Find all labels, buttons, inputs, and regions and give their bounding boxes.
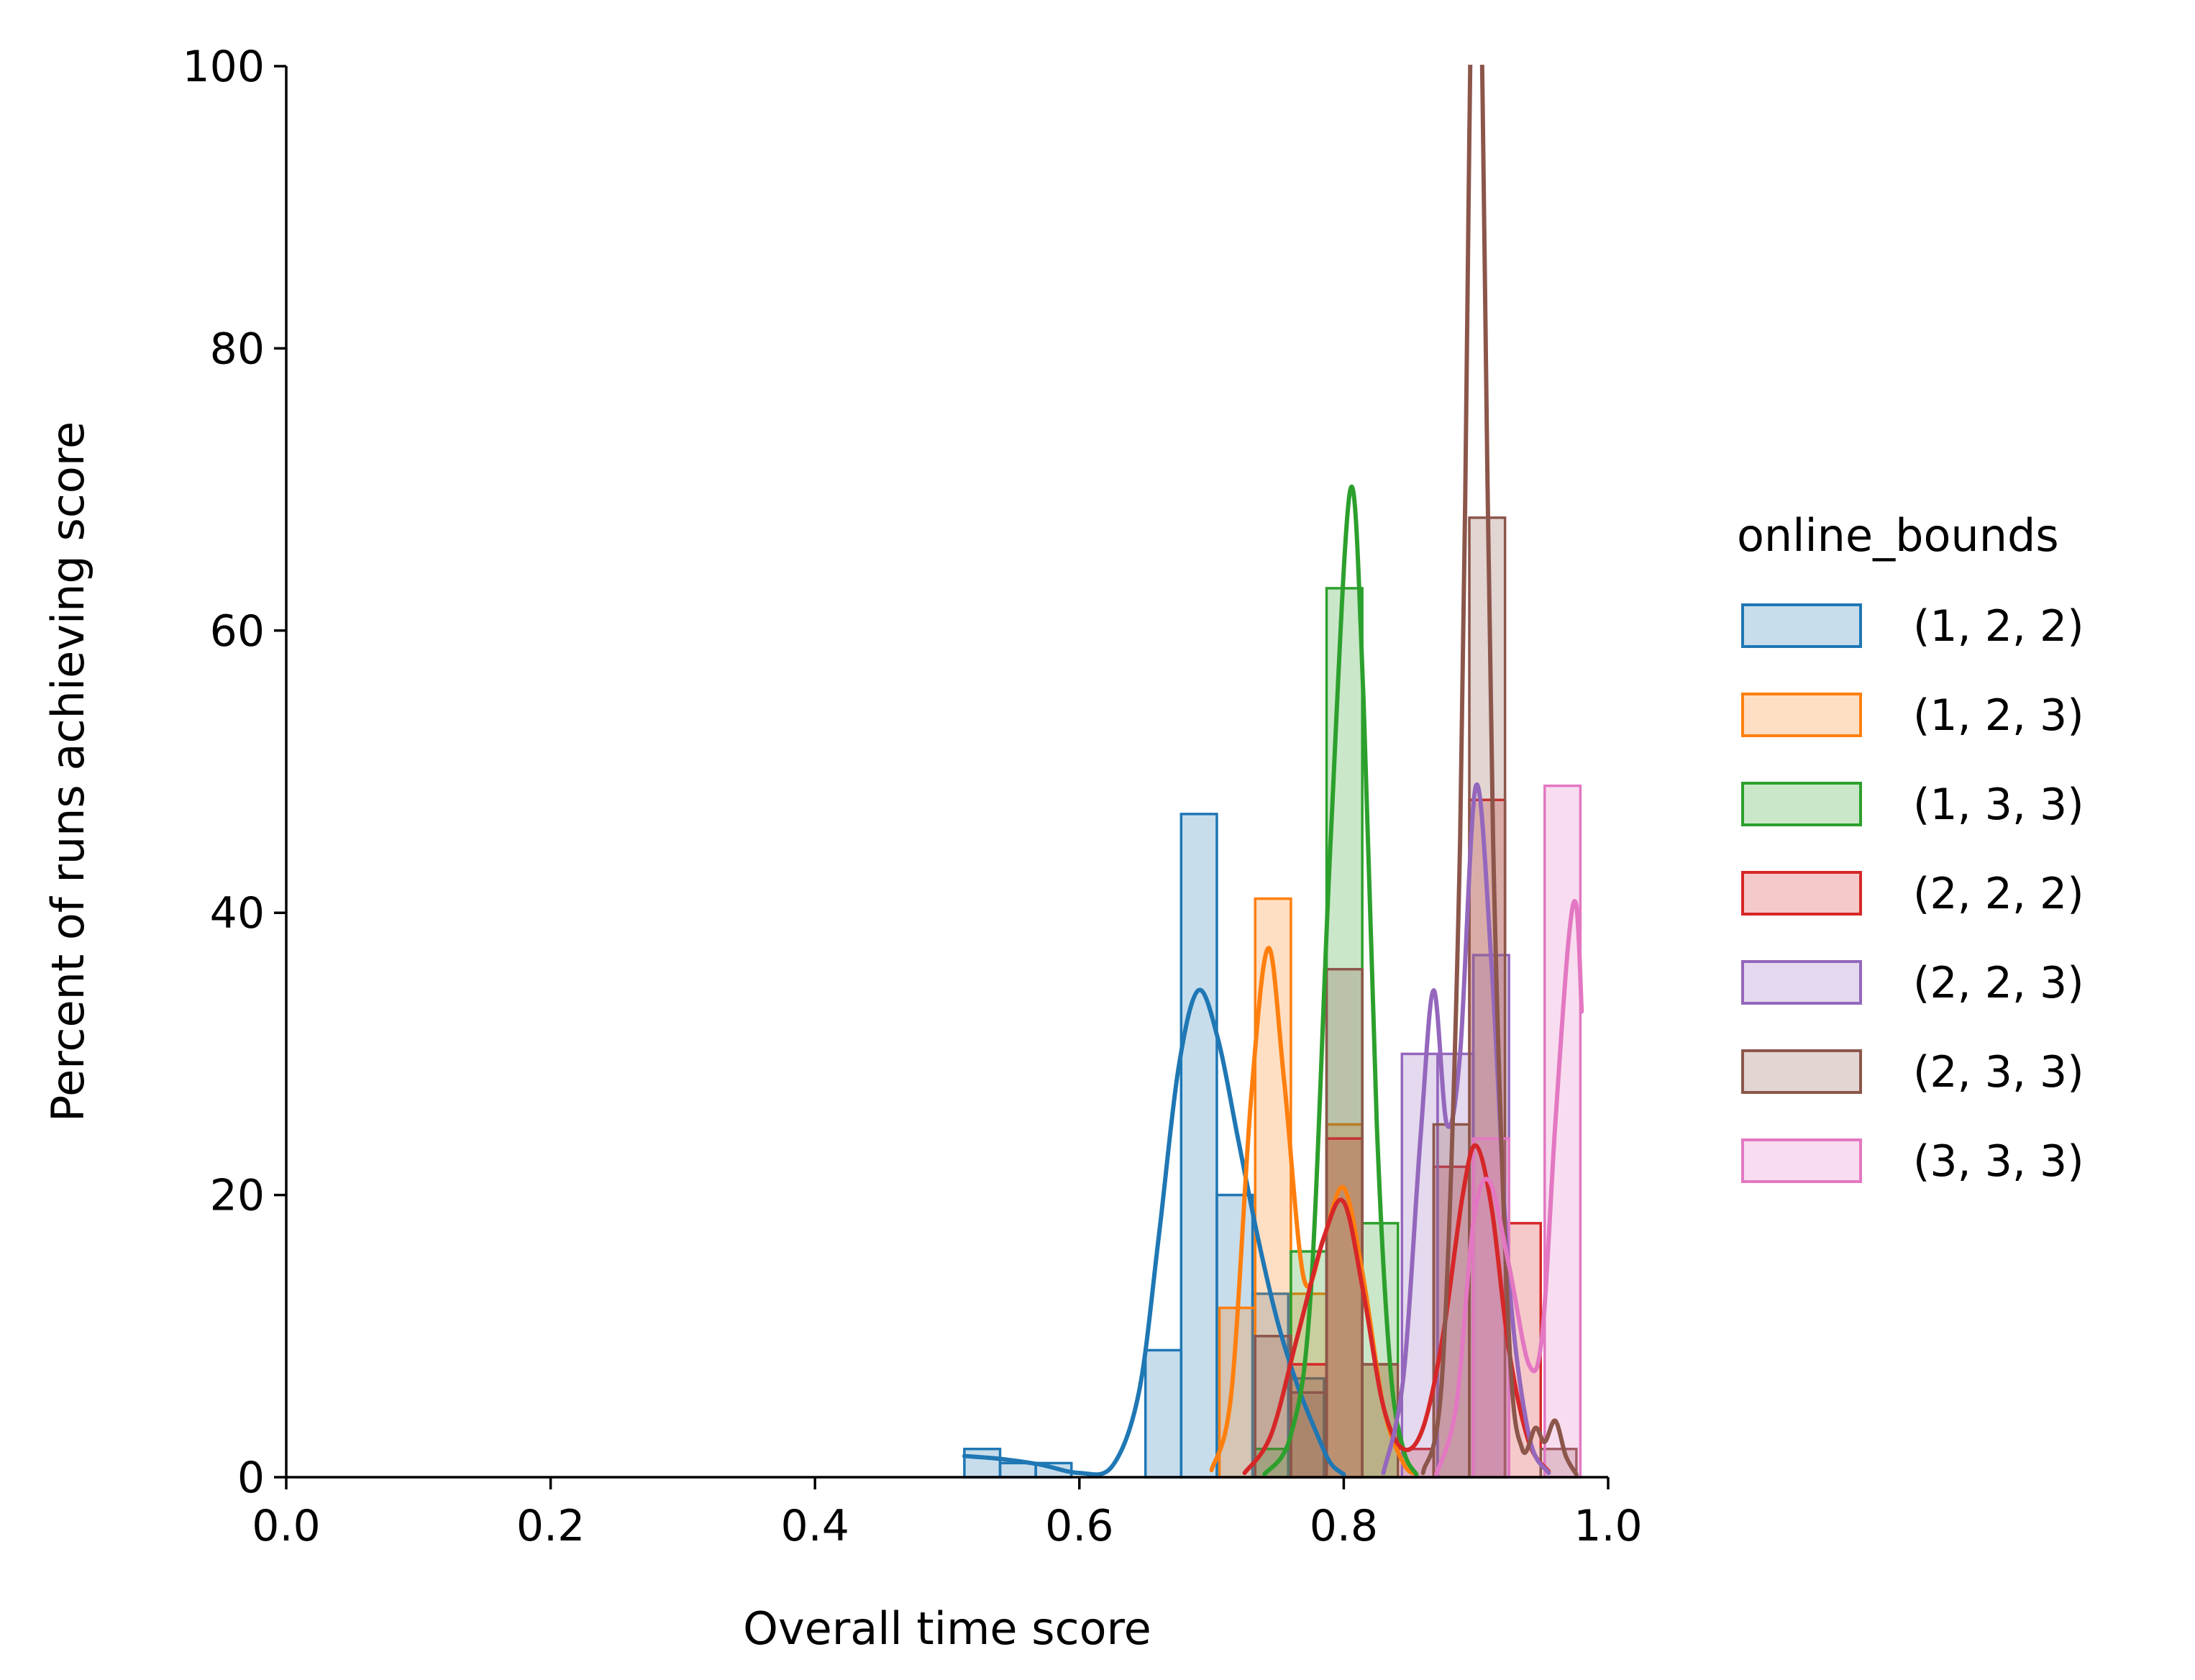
x-axis-label: Overall time score xyxy=(743,1602,1151,1655)
legend-swatch xyxy=(1741,871,1862,916)
legend-item-1-3-3: (1, 3, 3) xyxy=(1741,780,2084,830)
y-ticks: 0 20 40 60 80 100 xyxy=(182,42,286,1503)
bar-2-3-3-5 xyxy=(1468,516,1507,1479)
y-tick-label: 0 xyxy=(237,1453,265,1503)
kde-line-2-3-3 xyxy=(1420,65,1579,1477)
y-axis-label: Percent of runs achieving score xyxy=(42,421,94,1122)
legend-title: online_bounds xyxy=(1737,509,2059,562)
legend-item-2-2-3: (2, 2, 3) xyxy=(1741,958,2084,1008)
x-tick-label: 0.8 xyxy=(1310,1501,1378,1551)
bar-2-2-3-0 xyxy=(1400,1052,1439,1479)
x-tick-label: 0.0 xyxy=(252,1501,320,1551)
bar-1-2-2-3 xyxy=(1144,1348,1183,1479)
y-tick-label: 100 xyxy=(182,42,265,92)
bar-1-2-2-4 xyxy=(1179,813,1218,1479)
kde-line-2-2-2 xyxy=(1242,1143,1551,1476)
bar-2-2-2-1 xyxy=(1325,1137,1364,1479)
kde-line-3-3-3 xyxy=(1434,899,1584,1477)
kde-curves xyxy=(962,65,1584,1477)
kde-line-1-2-2 xyxy=(962,987,1346,1477)
legend-label: (2, 2, 3) xyxy=(1913,958,2084,1008)
x-tick-label: 0.6 xyxy=(1045,1501,1113,1551)
x-tick-label: 0.4 xyxy=(780,1501,849,1551)
legend-label: (3, 3, 3) xyxy=(1913,1136,2084,1187)
legend-swatch xyxy=(1741,1049,1862,1094)
bar-1-2-2-1 xyxy=(998,1461,1037,1479)
x-ticks: 0.0 0.2 0.4 0.6 0.8 1.0 xyxy=(252,1477,1643,1551)
legend: online_bounds (1, 2, 2) (1, 2, 3) (1, 3, 3… xyxy=(1737,509,2084,1187)
bar-3-3-3-1 xyxy=(1543,784,1582,1479)
y-tick-label: 40 xyxy=(210,888,265,939)
y-tick-label: 20 xyxy=(210,1171,265,1221)
legend-label: (2, 2, 2) xyxy=(1913,869,2084,919)
legend-swatch xyxy=(1741,782,1862,826)
legend-item-1-2-2: (1, 2, 2) xyxy=(1741,601,2084,652)
bar-1-2-2-6 xyxy=(1251,1292,1290,1479)
legend-label: (1, 3, 3) xyxy=(1913,780,2084,830)
x-tick-label: 0.2 xyxy=(516,1501,585,1551)
legend-label: (1, 2, 2) xyxy=(1913,601,2084,652)
bars-series-2-3-3 xyxy=(1254,516,1578,1479)
legend-item-2-3-3: (2, 3, 3) xyxy=(1741,1047,2084,1097)
bar-1-2-3-3 xyxy=(1325,1123,1364,1479)
y-tick-label: 60 xyxy=(210,606,265,657)
legend-swatch xyxy=(1741,603,1862,648)
bars-series-1-2-2 xyxy=(963,813,1325,1479)
legend-swatch xyxy=(1741,1138,1862,1183)
y-tick-label: 80 xyxy=(210,324,265,374)
bar-2-3-3-2 xyxy=(1325,967,1364,1479)
kde-line-2-2-3 xyxy=(1381,782,1551,1476)
legend-item-3-3-3: (3, 3, 3) xyxy=(1741,1136,2084,1187)
legend-swatch xyxy=(1741,693,1862,737)
legend-label: (2, 3, 3) xyxy=(1913,1047,2084,1097)
x-tick-label: 1.0 xyxy=(1574,1501,1642,1551)
bar-1-3-3-2 xyxy=(1325,587,1364,1479)
histogram-bars xyxy=(963,516,1582,1479)
legend-label: (1, 2, 3) xyxy=(1913,690,2084,741)
axes xyxy=(285,66,1608,1479)
legend-item-2-2-2: (2, 2, 2) xyxy=(1741,869,2084,919)
legend-item-1-2-3: (1, 2, 3) xyxy=(1741,690,2084,741)
legend-swatch xyxy=(1741,960,1862,1005)
kde-line-1-3-3 xyxy=(1262,485,1419,1477)
bar-1-2-2-0 xyxy=(963,1448,1002,1479)
